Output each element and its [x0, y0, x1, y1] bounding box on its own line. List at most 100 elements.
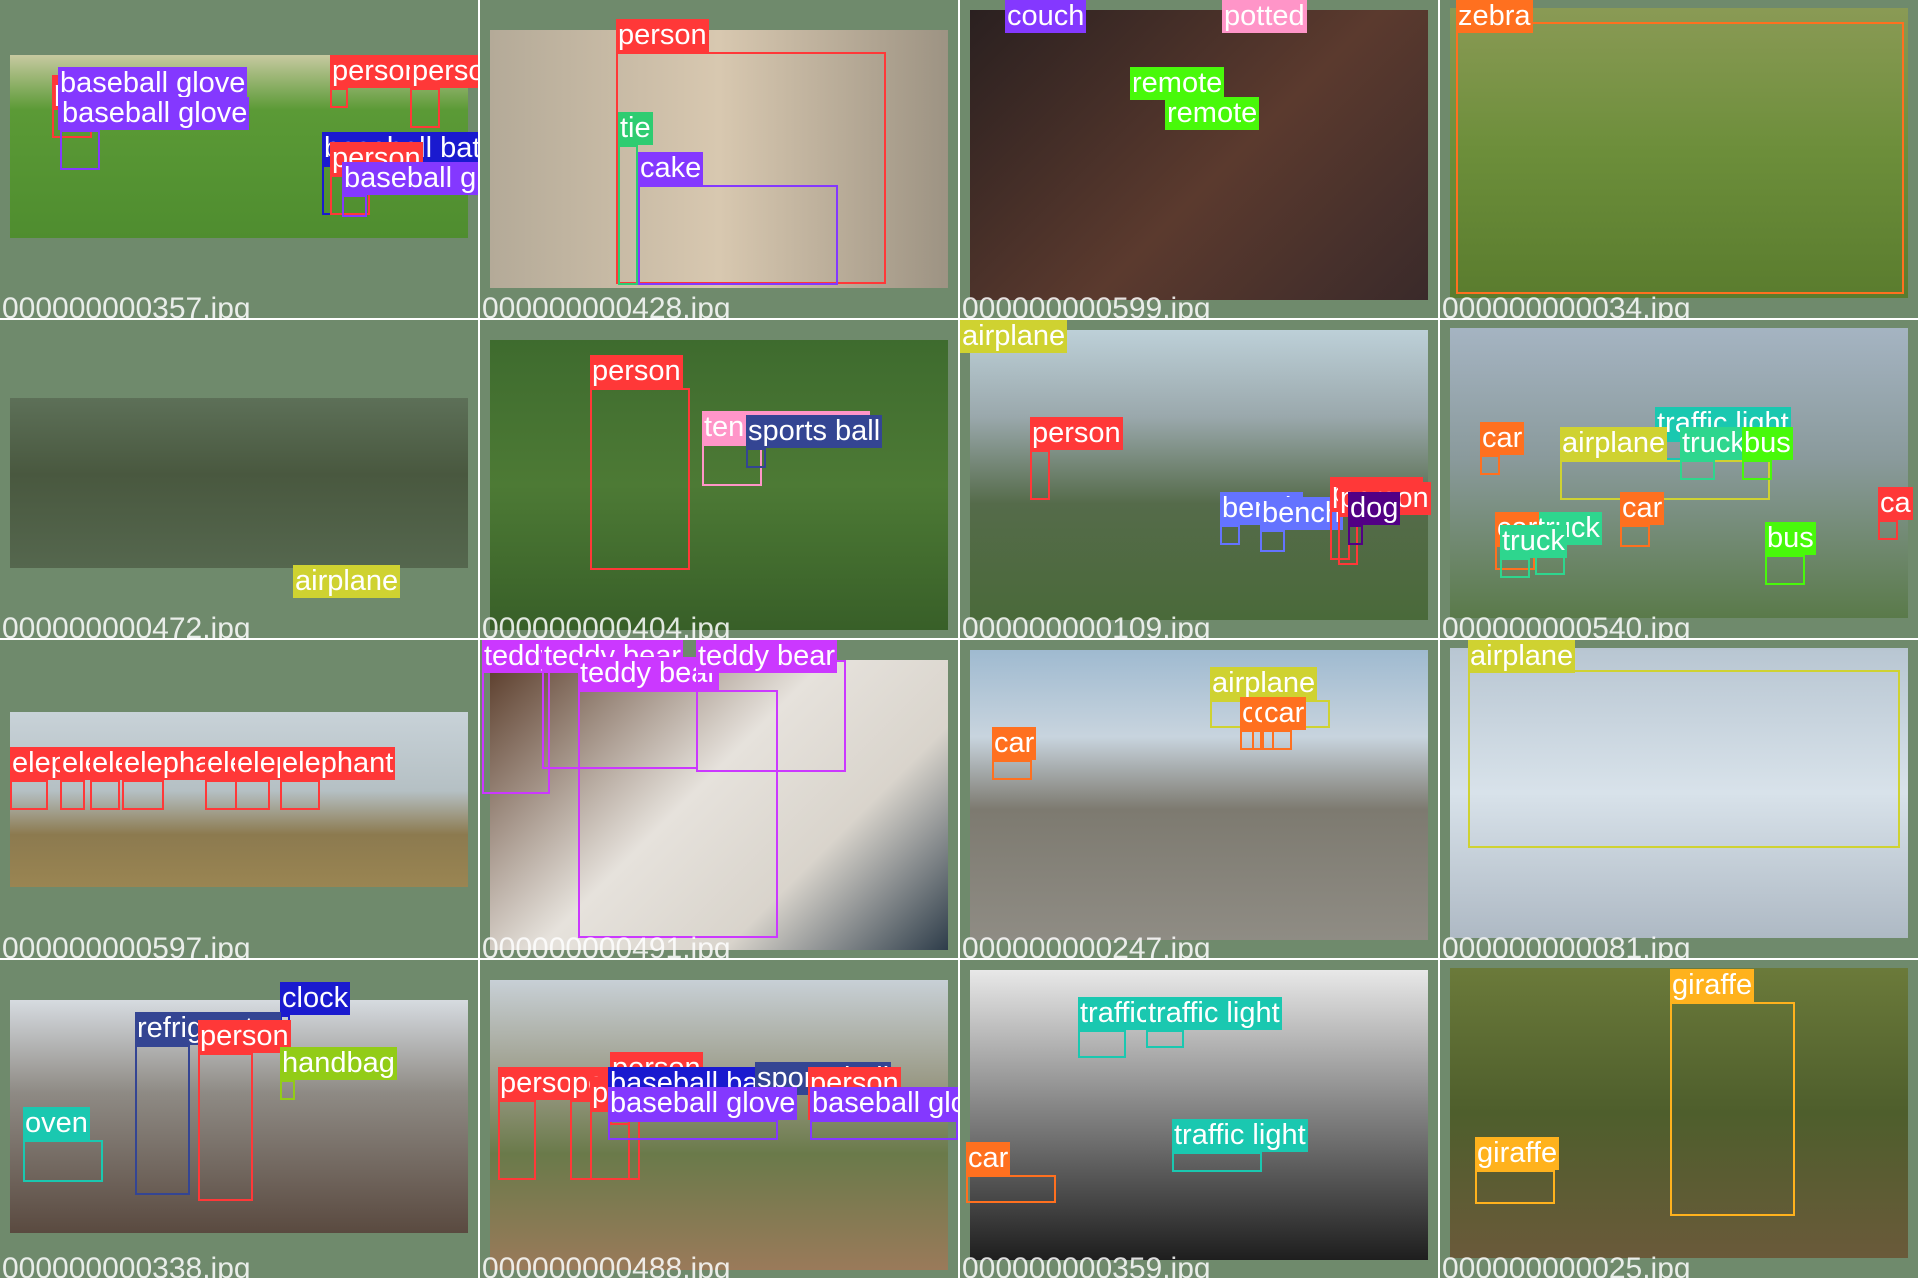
bounding-box	[482, 664, 550, 794]
detection-tile: person tie cake 000000000428.jpg	[480, 0, 958, 318]
detection-tile: giraffe giraffe 000000000025.jpg	[1440, 960, 1918, 1278]
bounding-box	[696, 660, 846, 772]
detection-label: bus	[1742, 427, 1793, 460]
detection-label: bench	[1260, 497, 1344, 530]
tile-filename: 000000000359.jpg	[962, 1252, 1211, 1278]
tile-filename: 000000000404.jpg	[482, 612, 731, 638]
detection-label: car	[1480, 422, 1525, 455]
tile-filename: 000000000599.jpg	[962, 292, 1211, 318]
detection-tile: airplanecarcarcarcar000000000247.jpg	[960, 640, 1438, 958]
bounding-box	[1456, 22, 1904, 294]
bounding-box	[23, 1140, 103, 1182]
tile-filename: 000000000081.jpg	[1442, 932, 1691, 958]
bounding-box	[1480, 455, 1500, 475]
tile-photo	[10, 398, 468, 568]
tile-photo	[1450, 968, 1908, 1258]
tile-filename: 000000000540.jpg	[1442, 612, 1691, 638]
bounding-box	[638, 185, 838, 285]
bounding-box	[410, 88, 440, 128]
detection-label: bus	[1765, 522, 1816, 555]
detection-label: remote	[1165, 97, 1260, 130]
detection-tile: airplane 000000000472.jpg	[0, 320, 478, 638]
bounding-box	[1262, 730, 1292, 750]
bounding-box	[810, 1120, 958, 1140]
detection-label: airplane	[1210, 667, 1318, 700]
detection-label: person	[616, 19, 709, 52]
detection-label: zebra	[1456, 0, 1533, 33]
bounding-box	[90, 780, 120, 810]
bounding-box	[1680, 460, 1715, 480]
detection-label: car	[1262, 697, 1307, 730]
tile-filename: 000000000472.jpg	[2, 612, 251, 638]
bounding-box	[1348, 525, 1363, 545]
bounding-box	[60, 780, 85, 810]
detection-label: airplane	[960, 320, 1068, 353]
bounding-box	[122, 780, 164, 810]
detection-label: sports ball	[746, 415, 883, 448]
bounding-box	[1468, 670, 1900, 848]
bounding-box	[590, 388, 690, 570]
bounding-box	[205, 780, 237, 810]
detection-label: airplane	[293, 565, 401, 598]
detection-label: baseball glove	[58, 67, 248, 100]
bounding-box	[966, 1175, 1056, 1203]
bounding-box	[746, 448, 766, 468]
bounding-box	[280, 780, 320, 810]
tile-photo	[970, 650, 1428, 940]
detection-tile: personbenchbenchpersonpersondogairplane0…	[960, 320, 1438, 638]
bounding-box	[342, 195, 367, 217]
bounding-box	[1220, 525, 1240, 545]
detection-label: giraffe	[1670, 969, 1755, 1002]
tile-photo	[490, 30, 948, 288]
bounding-box	[1240, 730, 1262, 750]
bounding-box	[330, 88, 348, 108]
detection-label: person	[330, 55, 423, 88]
detection-tile: traffic light car airplane truck bus car truck…	[1440, 320, 1918, 638]
detection-tile: personpersonpersonpersonbaseball batspor…	[480, 960, 958, 1278]
detection-label: dog	[1348, 492, 1401, 525]
bounding-box	[992, 760, 1032, 780]
detection-label: couch	[1005, 0, 1087, 33]
bounding-box	[1878, 520, 1898, 540]
tile-filename: 000000000034.jpg	[1442, 292, 1691, 318]
detection-label: baseball glove	[810, 1087, 958, 1120]
bounding-box	[1670, 1002, 1795, 1216]
tile-filename: 000000000597.jpg	[2, 932, 251, 958]
detection-label: airplane	[1560, 427, 1668, 460]
tile-photo	[10, 712, 468, 887]
bounding-box	[608, 1120, 778, 1140]
bounding-box	[702, 444, 762, 486]
detection-label: baseball glove	[60, 97, 250, 130]
tile-filename: 000000000428.jpg	[482, 292, 731, 318]
detection-label: giraffe	[1475, 1137, 1560, 1170]
detection-tile: couch potted remote remote 000000000599.jpg	[960, 0, 1438, 318]
bounding-box	[1500, 558, 1530, 578]
detection-label: teddy bear	[696, 640, 838, 673]
detection-label: cake	[638, 152, 704, 185]
tile-photo	[490, 980, 948, 1270]
bounding-box	[498, 1100, 536, 1180]
bounding-box	[1260, 530, 1285, 552]
tile-filename: 000000000491.jpg	[482, 932, 731, 958]
detection-label: elephant	[280, 747, 396, 780]
detection-label: person	[590, 355, 683, 388]
bounding-box	[235, 780, 270, 810]
detection-label: handbag	[280, 1047, 397, 1080]
bounding-box	[1030, 450, 1050, 500]
detection-label: truck	[1680, 427, 1747, 460]
bounding-box	[280, 1080, 295, 1100]
detection-label: traffic light	[1172, 1119, 1308, 1152]
detection-label: car	[1620, 492, 1665, 525]
detection-label: person	[1030, 417, 1123, 450]
detection-label: potted	[1222, 0, 1307, 33]
bounding-box	[578, 690, 778, 938]
detection-label: traffic light	[1146, 997, 1282, 1030]
tile-filename: 000000000025.jpg	[1442, 1252, 1691, 1278]
bounding-box	[1078, 1030, 1126, 1058]
detection-label: oven	[23, 1107, 90, 1140]
bounding-box	[60, 130, 100, 170]
tile-filename: 000000000109.jpg	[962, 612, 1211, 638]
